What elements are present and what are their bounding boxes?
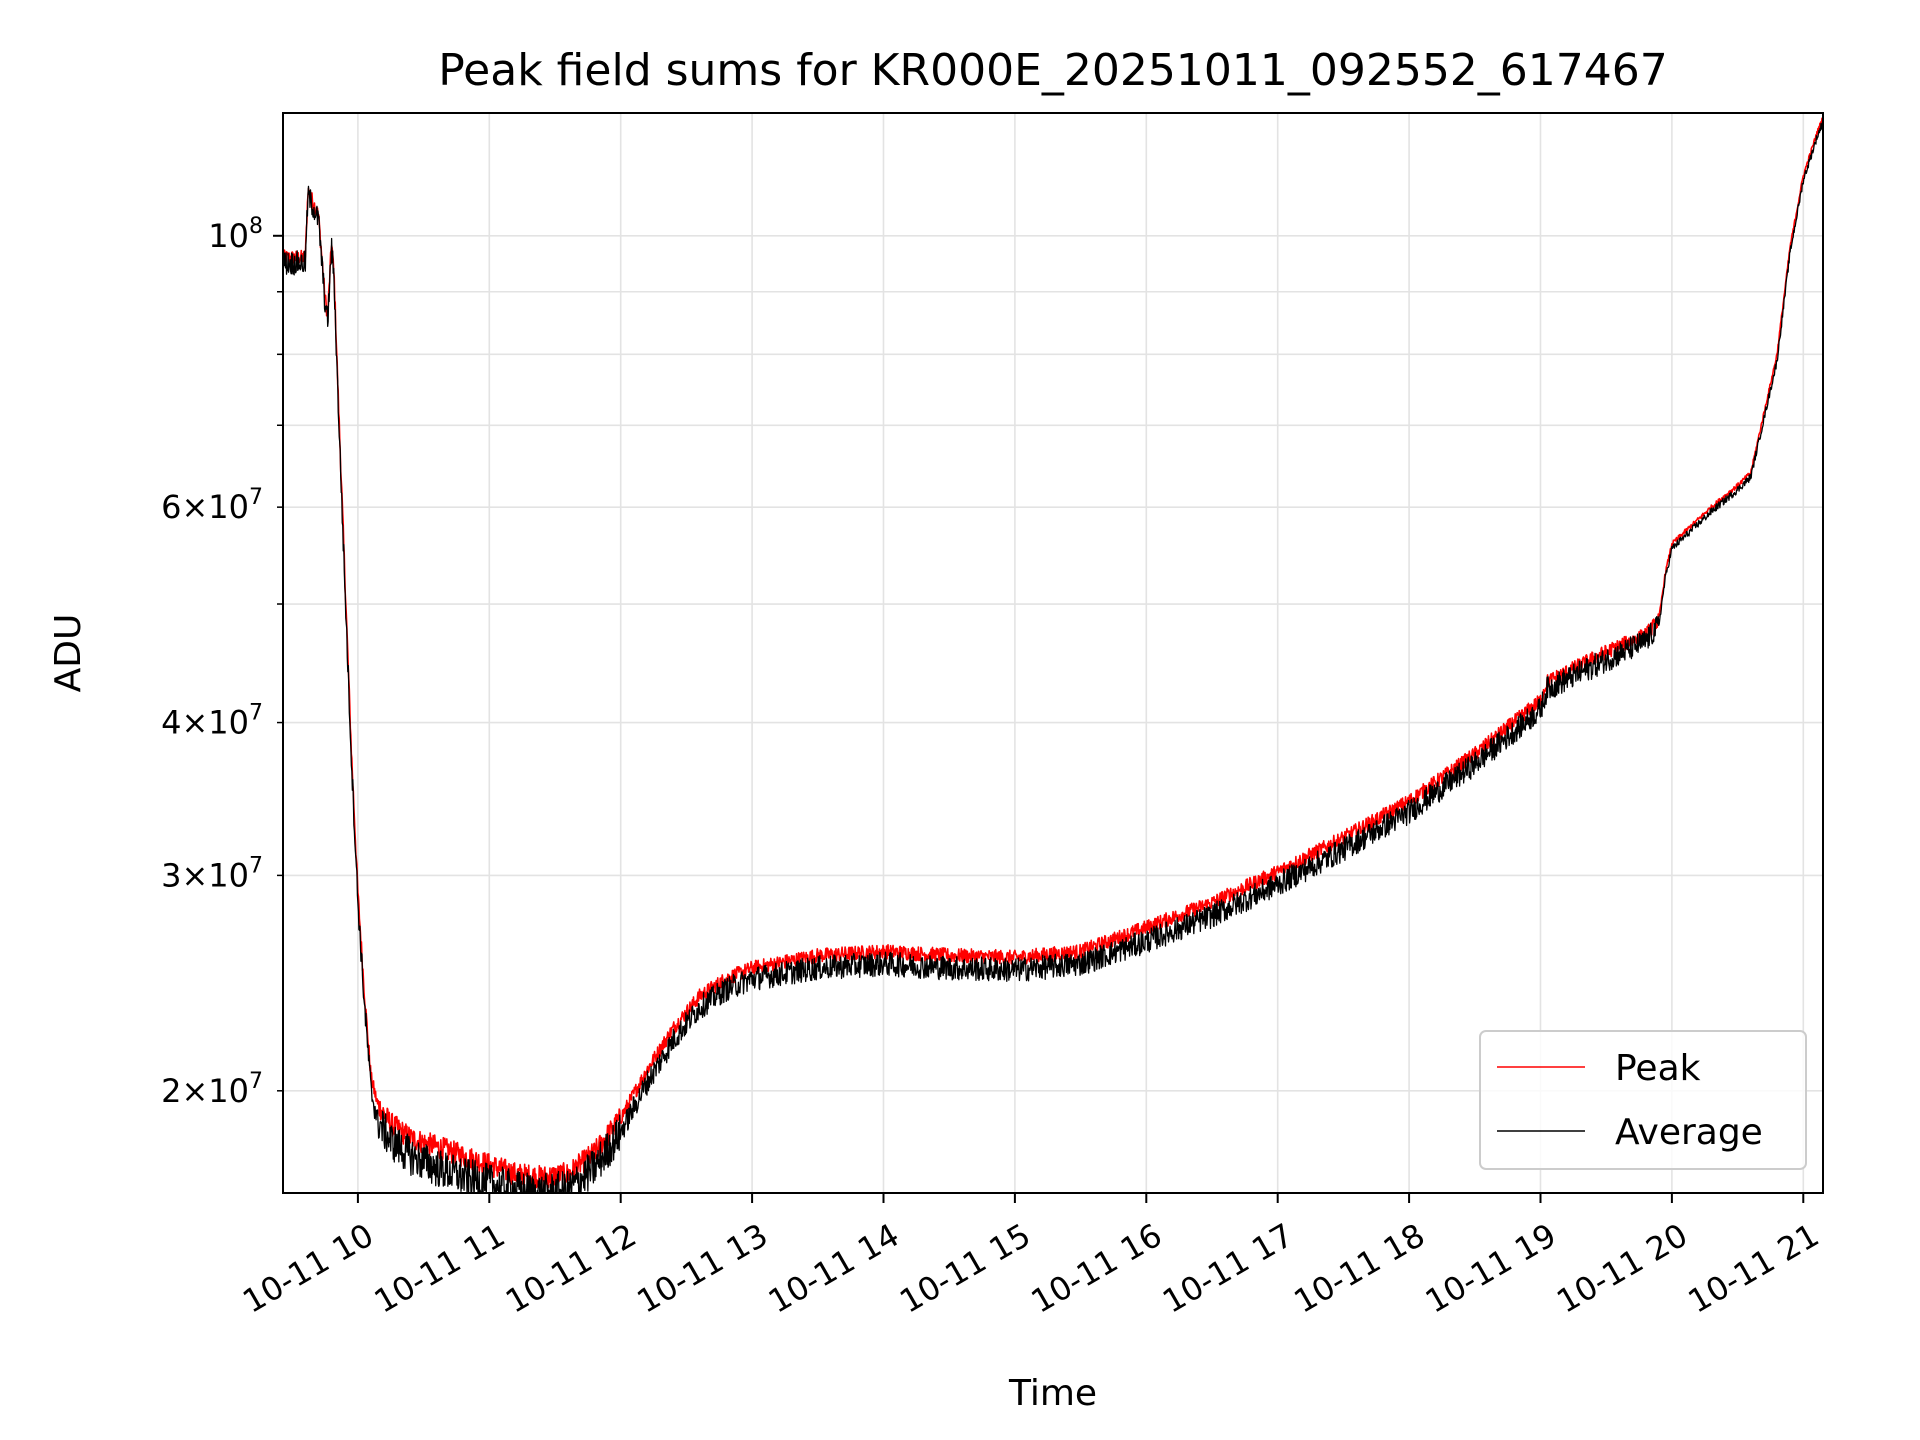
plot-frame	[282, 112, 1824, 1194]
y-axis-label: ADU	[48, 614, 89, 693]
legend-box	[1479, 1030, 1807, 1170]
y-tick-label: 2×107	[161, 1069, 263, 1110]
y-tick-label: 3×107	[161, 853, 263, 894]
x-axis-label: Time	[1008, 1373, 1097, 1414]
y-axis: 108 2×107 3×107 4×107 6×107	[161, 214, 283, 1110]
chart-title: Peak field sums for KR000E_20251011_0925…	[438, 45, 1668, 96]
series-line-peak	[283, 117, 1823, 1189]
y-tick-label: 6×107	[161, 485, 263, 526]
legend-label-average: Average	[1615, 1112, 1763, 1153]
legend: Peak Average	[1479, 1030, 1807, 1170]
legend-label-peak: Peak	[1615, 1048, 1701, 1089]
y-tick-label: 108	[208, 214, 263, 255]
plot-area	[283, 117, 1823, 1193]
series-line-average	[283, 121, 1823, 1193]
y-tick-label: 4×107	[161, 701, 263, 742]
